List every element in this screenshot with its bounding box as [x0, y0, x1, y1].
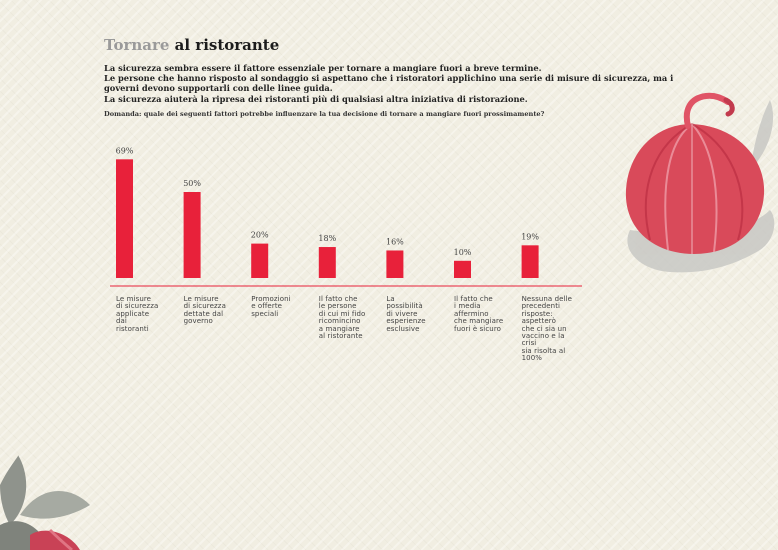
- value-label-2: 50%: [183, 179, 201, 188]
- bar-7: [521, 245, 539, 278]
- category-label-line: ricomincino: [318, 317, 361, 326]
- intro-line: Le persone che hanno risposto al sondagg…: [104, 73, 674, 94]
- category-label-1: Le misure di sicurezza applicate dai ristora…: [116, 295, 176, 333]
- category-label-line: di sicurezza: [116, 302, 159, 311]
- red-onion-illustration: [625, 92, 775, 273]
- category-label-line: fuori è sicuro: [454, 324, 502, 333]
- intro-text: La sicurezza sembra essere il fattore es…: [104, 63, 704, 104]
- category-label-line: applicate: [116, 309, 150, 318]
- bar-6: [454, 260, 471, 278]
- category-label-line: a mangiare: [318, 324, 360, 333]
- category-label-line: di cui mi fido: [318, 309, 366, 318]
- category-label-line: ristoranti: [116, 324, 149, 333]
- survey-question: Domanda: quale dei seguenti fattori potr…: [104, 110, 545, 118]
- category-label-line: Il fatto che: [318, 295, 358, 303]
- category-label-line: esperienze: [386, 317, 426, 326]
- category-label-line: Le misure: [116, 295, 152, 303]
- category-label-line: al ristorante: [318, 332, 363, 341]
- category-label-line: affermino: [454, 309, 489, 318]
- category-label-line: Nessuna delle: [521, 295, 573, 303]
- value-label-6: 10%: [454, 248, 472, 257]
- page-title-main: al ristorante: [174, 36, 280, 54]
- category-label-2: Le misure di sicurezza dettate dal governo: [183, 295, 244, 326]
- category-label-line: Promozioni: [251, 295, 291, 303]
- category-label-line: di vivere: [386, 309, 418, 318]
- bar-3: [251, 243, 269, 278]
- category-label-line: dettate dal: [183, 309, 224, 318]
- category-label-line: speciali: [251, 309, 279, 318]
- category-label-line: risposte: aspetterò: [521, 309, 556, 326]
- bar-1: [116, 159, 133, 278]
- category-label-line: e offerte: [251, 302, 283, 311]
- category-label-7: Nessuna delle precedenti risposte: aspette…: [521, 295, 582, 363]
- intro-line: La sicurezza sembra essere il fattore es…: [104, 63, 542, 73]
- bar-4: [318, 247, 336, 278]
- category-label-line: dai: [116, 317, 127, 326]
- category-label-line: esclusive: [386, 324, 420, 333]
- category-label-line: La: [386, 295, 395, 303]
- category-label-line: sia risolta al 100%: [521, 346, 566, 363]
- category-label-line: di sicurezza: [183, 302, 226, 311]
- value-label-4: 18%: [318, 234, 336, 243]
- category-label-line: che ci sia un: [521, 324, 567, 333]
- value-label-7: 19%: [521, 232, 539, 241]
- category-label-4: Il fatto che le persone di cui mi fido rico…: [318, 295, 379, 341]
- category-label-line: governo: [183, 317, 213, 326]
- category-label-3: Promozioni e offerte speciali: [251, 295, 311, 318]
- category-label-line: vaccino e la crisi: [521, 332, 565, 348]
- page-title: Tornare al ristorante: [104, 36, 279, 54]
- value-label-1: 69%: [116, 146, 134, 155]
- category-label-line: possibilità: [386, 302, 423, 311]
- category-label-line: che mangiare: [454, 317, 504, 326]
- page-title-muted: Tornare: [104, 36, 170, 54]
- category-label-5: La possibilità di vivere esperienze esclusiv…: [386, 295, 446, 333]
- value-label-3: 20%: [251, 231, 269, 240]
- category-label-line: precedenti: [521, 302, 561, 311]
- value-label-5: 16%: [386, 237, 404, 246]
- category-label-line: Le misure: [183, 295, 219, 303]
- bar-2: [183, 192, 201, 278]
- bar-5: [386, 250, 404, 278]
- onion-body: [625, 92, 765, 254]
- category-label-line: le persone: [318, 302, 357, 311]
- category-label-line: i media: [454, 302, 481, 311]
- intro-line: La sicurezza aiuterà la ripresa dei rist…: [104, 93, 528, 104]
- category-label-line: Il fatto che: [454, 295, 493, 303]
- category-label-6: Il fatto che i media affermino che mangiare…: [454, 295, 514, 333]
- leaf-illustration: [0, 455, 90, 550]
